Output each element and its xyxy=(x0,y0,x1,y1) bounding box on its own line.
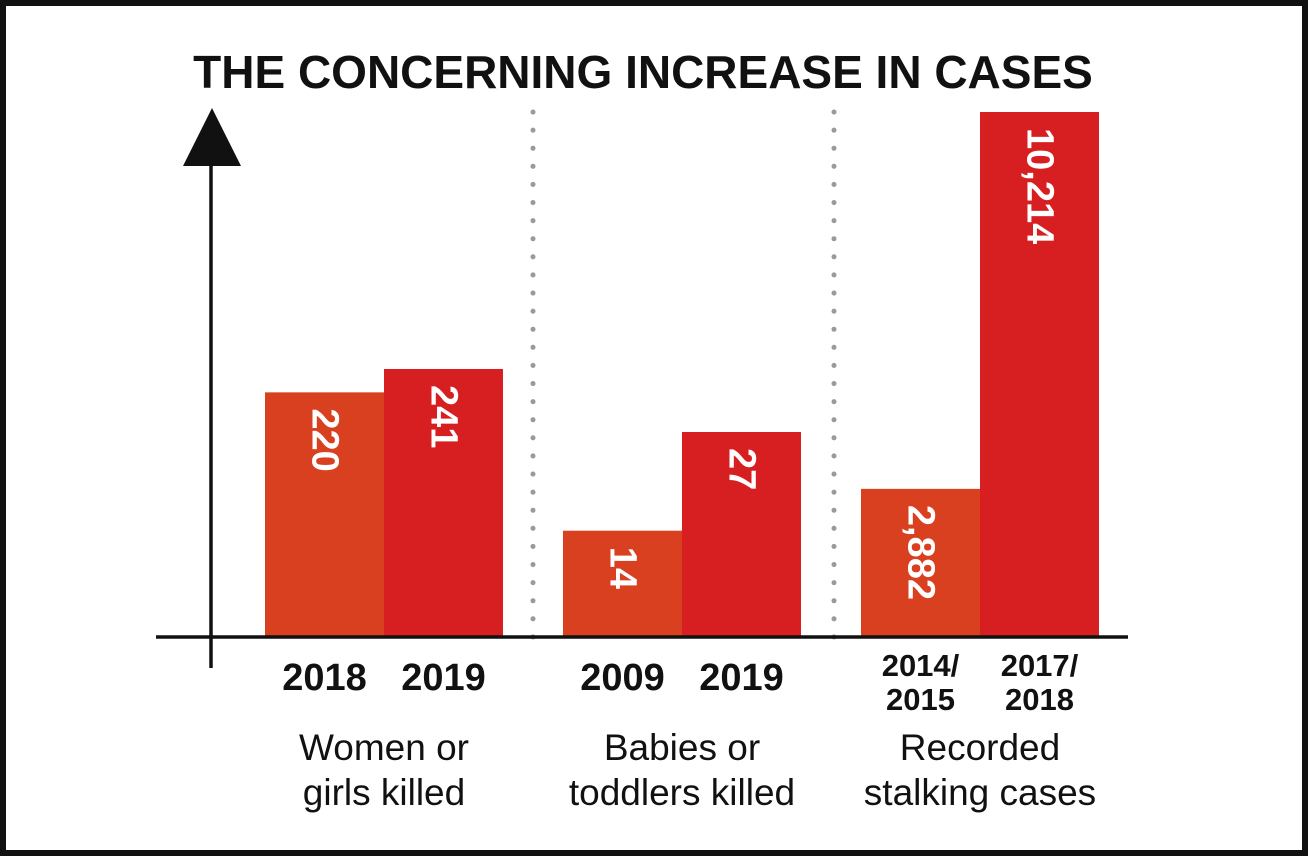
group-label-2-line1: Babies or xyxy=(604,727,760,768)
category-label-group3-1-line2: 2015 xyxy=(886,682,955,717)
value-labels: 220 241 14 27 2,882 10,214 xyxy=(304,128,1061,600)
value-label-group1-2: 241 xyxy=(423,385,465,448)
axes xyxy=(156,108,1128,668)
category-label-group1-2: 2019 xyxy=(401,657,486,699)
value-label-group3-1: 2,882 xyxy=(900,505,942,600)
category-label-group3-2-line1: 2017/ xyxy=(1001,648,1079,683)
category-label-group2-1: 2009 xyxy=(580,657,665,699)
value-label-group2-2: 27 xyxy=(721,448,763,490)
category-label-group3-1-line1: 2014/ xyxy=(882,648,960,683)
y-axis-arrow-icon xyxy=(183,108,241,166)
bar-group2-2 xyxy=(682,432,801,637)
chart-title: THE CONCERNING INCREASE IN CASES xyxy=(193,46,1093,98)
bar-group1-2 xyxy=(384,369,503,637)
category-label-group3-2-line2: 2018 xyxy=(1005,682,1074,717)
value-label-group2-1: 14 xyxy=(602,547,644,589)
group-label-2-line2: toddlers killed xyxy=(569,772,795,813)
bar-group1-1 xyxy=(265,392,384,637)
bar-group3-1 xyxy=(861,488,980,637)
category-labels: 2018 2019 2009 2019 2014/2015 2017/2018 xyxy=(282,648,1078,717)
bar-group2-1 xyxy=(563,530,682,637)
group-label-1-line2: girls killed xyxy=(303,772,465,813)
value-label-group3-2: 10,214 xyxy=(1019,128,1061,244)
group-label-3-line2: stalking cases xyxy=(864,772,1096,813)
group-label-1-line1: Women or xyxy=(299,727,469,768)
bar-group3-2 xyxy=(980,112,1099,637)
value-label-group1-1: 220 xyxy=(304,408,346,471)
group-label-3-line1: Recorded xyxy=(900,727,1060,768)
category-label-group2-2: 2019 xyxy=(699,657,784,699)
category-label-group1-1: 2018 xyxy=(282,657,367,699)
bars xyxy=(265,112,1099,637)
